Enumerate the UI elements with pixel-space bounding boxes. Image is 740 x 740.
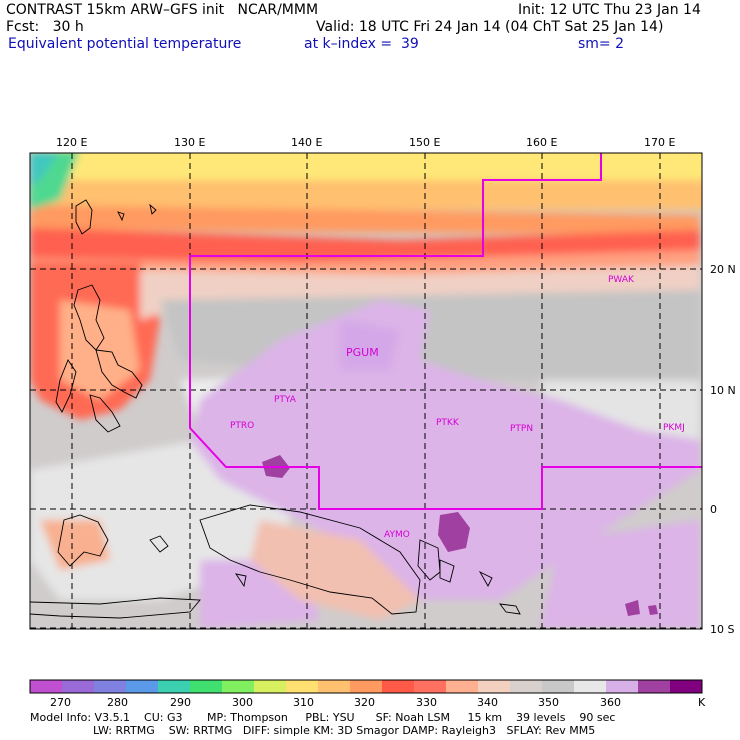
colorbar-swatch: [254, 680, 287, 693]
lon-label-140e: 140 E: [291, 136, 323, 149]
colorbar-swatch: [62, 680, 95, 693]
lon-label-130e: 130 E: [174, 136, 206, 149]
init-time: Init: 12 UTC Thu 23 Jan 14: [518, 2, 701, 18]
lat-label-10s: 10 S: [710, 623, 735, 636]
colorbar-label-300: 300: [232, 696, 253, 709]
coastlines: [30, 199, 521, 619]
domain-outline: [189, 153, 702, 510]
valid-time: Valid: 18 UTC Fri 24 Jan 14 (04 ChT Sat …: [316, 19, 664, 35]
colorbar-swatch: [542, 680, 575, 693]
station-ptro: PTRO: [230, 421, 254, 431]
colorbar-label-350: 350: [538, 696, 559, 709]
colorbar: [30, 680, 703, 693]
colorbar-swatch: [30, 680, 63, 693]
colorbar-swatch: [318, 680, 351, 693]
colorbar-swatch: [606, 680, 639, 693]
colorbar-label-280: 280: [107, 696, 128, 709]
colorbar-swatch: [574, 680, 607, 693]
station-aymo: AYMO: [384, 530, 410, 540]
lat-label-equator: 0: [710, 503, 717, 516]
station-ptkk: PTKK: [436, 418, 460, 428]
lat-label-10n: 10 N: [710, 384, 736, 397]
colorbar-swatch: [414, 680, 447, 693]
colorbar-swatch: [510, 680, 543, 693]
lon-label-150e: 150 E: [409, 136, 441, 149]
colorbar-swatch: [670, 680, 703, 693]
model-title: CONTRAST 15km ARW–GFS init NCAR/MMM: [6, 2, 319, 18]
colorbar-swatch: [382, 680, 415, 693]
smoothing-value: sm= 2: [578, 36, 625, 52]
station-pwak: PWAK: [608, 275, 635, 285]
colorbar-swatch: [126, 680, 159, 693]
station-pkmj: PKMJ: [663, 423, 685, 433]
station-ptpn: PTPN: [510, 424, 533, 434]
model-info-line2: LW: RRTMG SW: RRTMG DIFF: simple KM: 3D …: [30, 724, 596, 737]
colorbar-label-360: 360: [600, 696, 621, 709]
colorbar-unit: K: [698, 696, 706, 709]
station-markers: PWAK PGUM PTYA PTRO PTKK PTPN PKMJ AYMO: [230, 275, 685, 540]
colorbar-swatch: [638, 680, 671, 693]
colorbar-label-290: 290: [170, 696, 191, 709]
colorbar-swatch: [158, 680, 191, 693]
colorbar-swatch: [286, 680, 319, 693]
colorbar-swatch: [446, 680, 479, 693]
forecast-hour: Fcst: 30 h: [6, 19, 84, 35]
station-ptya: PTYA: [274, 395, 297, 405]
colorbar-swatch: [222, 680, 255, 693]
colorbar-label-340: 340: [477, 696, 498, 709]
colorbar-swatch: [94, 680, 127, 693]
colorbar-label-270: 270: [50, 696, 71, 709]
map-frame: [29, 152, 703, 630]
lon-label-160e: 160 E: [526, 136, 558, 149]
colorbar-label-310: 310: [293, 696, 314, 709]
theta-e-field: PWAK PGUM PTYA PTRO PTKK PTPN PKMJ AYMO: [30, 153, 702, 629]
colorbar-label-330: 330: [416, 696, 437, 709]
vertical-level: at k–index = 39: [304, 36, 419, 52]
lat-label-20n: 20 N: [710, 263, 736, 276]
lon-label-170e: 170 E: [644, 136, 676, 149]
colorbar-label-320: 320: [354, 696, 375, 709]
colorbar-frame: [29, 679, 703, 694]
colorbar-swatch: [478, 680, 511, 693]
colorbar-swatch: [350, 680, 383, 693]
lon-label-120e: 120 E: [56, 136, 88, 149]
station-pgum: PGUM: [346, 346, 379, 359]
colorbar-swatch: [190, 680, 223, 693]
model-info-line1: Model Info: V3.5.1 CU: G3 MP: Thompson P…: [30, 711, 616, 724]
field-name: Equivalent potential temperature: [8, 36, 242, 52]
